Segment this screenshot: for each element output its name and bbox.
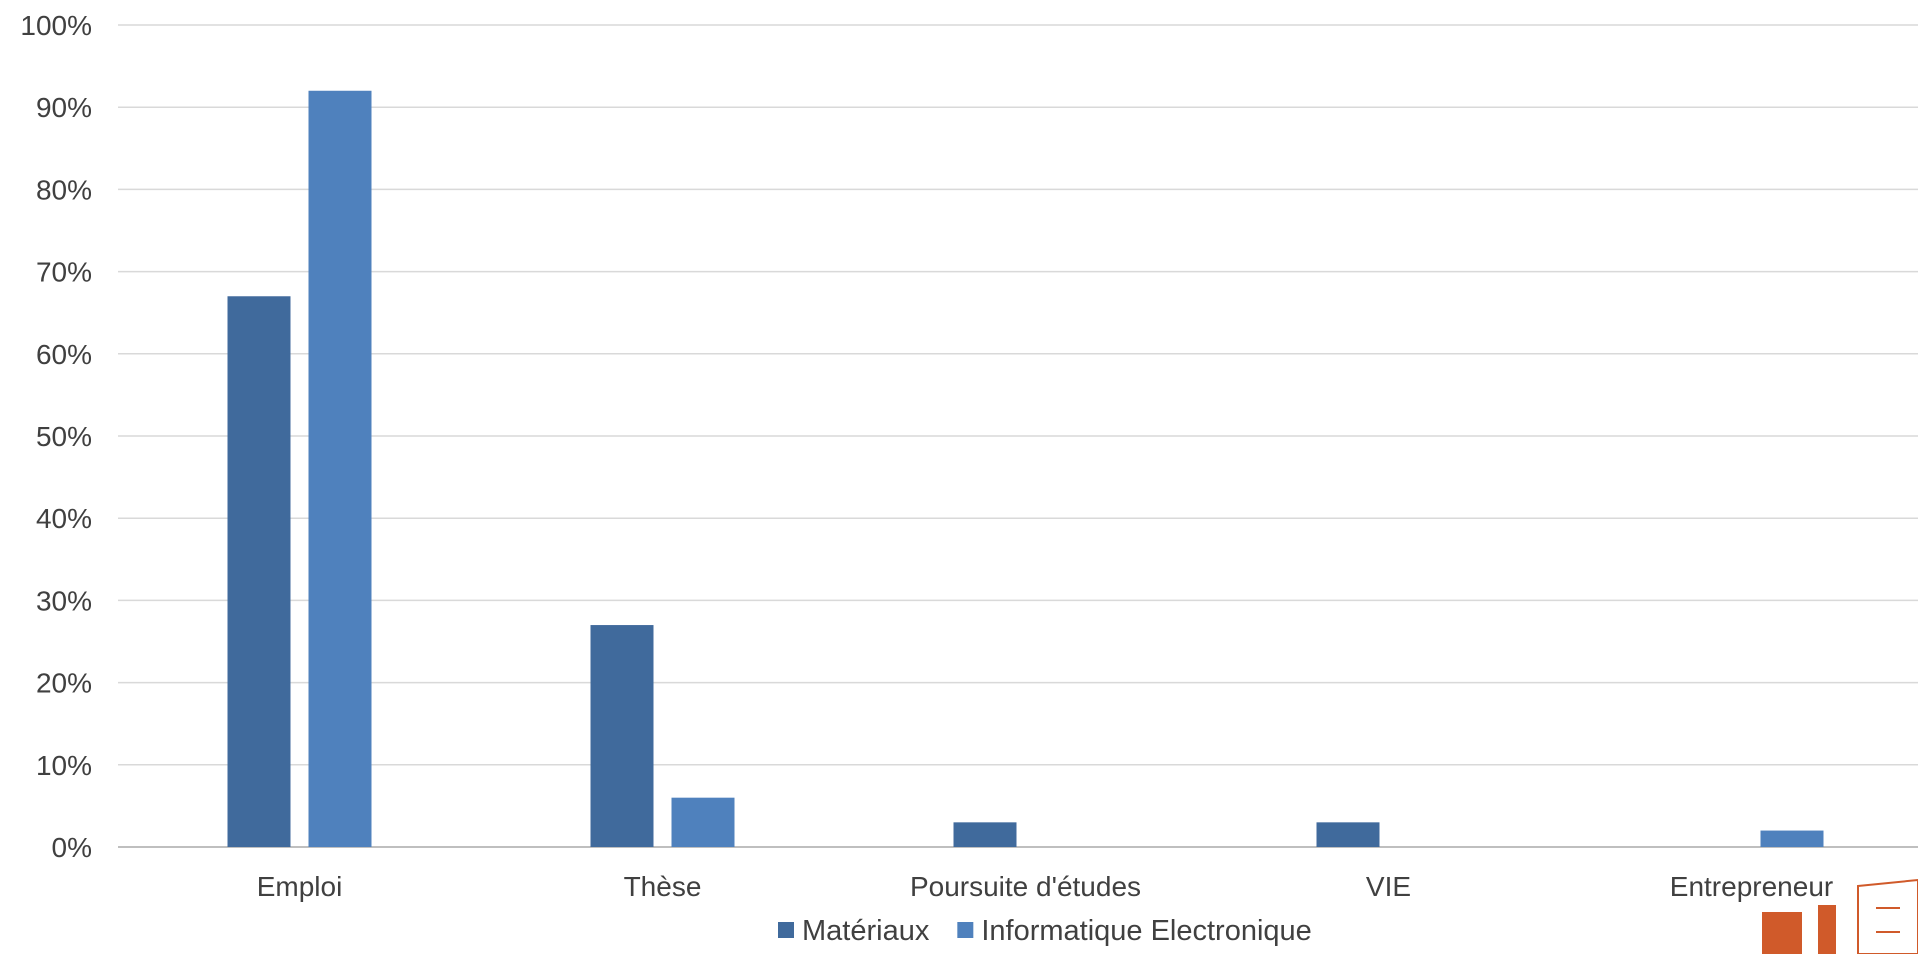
y-tick-label: 0% — [52, 832, 92, 863]
y-axis-ticks: 0% 10% 20% 30% 40% 50% 60% 70% 80% 90% 100% — [20, 10, 92, 863]
legend-label: Informatique Electronique — [981, 915, 1311, 947]
category-label: Poursuite d'études — [910, 871, 1141, 902]
legend-swatch — [957, 922, 974, 938]
y-tick-label: 100% — [20, 10, 92, 41]
bar-0-0 — [227, 296, 291, 847]
bars — [227, 90, 1824, 847]
y-tick-label: 10% — [36, 750, 92, 781]
y-tick-label: 80% — [36, 174, 92, 205]
x-axis-categories: Emploi Thèse Poursuite d'études VIE Entrepre… — [257, 871, 1834, 902]
y-tick-label: 20% — [36, 668, 92, 699]
y-tick-label: 50% — [36, 421, 92, 452]
university-logo-icon — [1762, 878, 1918, 954]
bar-2-0 — [953, 822, 1017, 847]
bar-0-1 — [308, 90, 372, 847]
legend-swatch — [778, 922, 794, 938]
y-tick-label: 30% — [36, 585, 92, 616]
bar-1-1 — [671, 797, 735, 847]
y-tick-label: 60% — [36, 339, 92, 370]
legend-label: Matériaux — [802, 915, 930, 947]
gridlines — [118, 24, 1918, 848]
bar-1-0 — [590, 625, 654, 847]
category-label: Thèse — [624, 871, 702, 902]
category-label: Entrepreneur — [1670, 871, 1833, 902]
category-label: VIE — [1366, 871, 1411, 902]
legend: Matériaux Informatique Electronique — [778, 915, 1312, 947]
y-tick-label: 40% — [36, 503, 92, 534]
bar-3-0 — [1316, 822, 1380, 847]
bar-4-1 — [1760, 830, 1824, 847]
y-tick-label: 90% — [36, 92, 92, 123]
y-tick-label: 70% — [36, 257, 92, 288]
category-label: Emploi — [257, 871, 343, 902]
